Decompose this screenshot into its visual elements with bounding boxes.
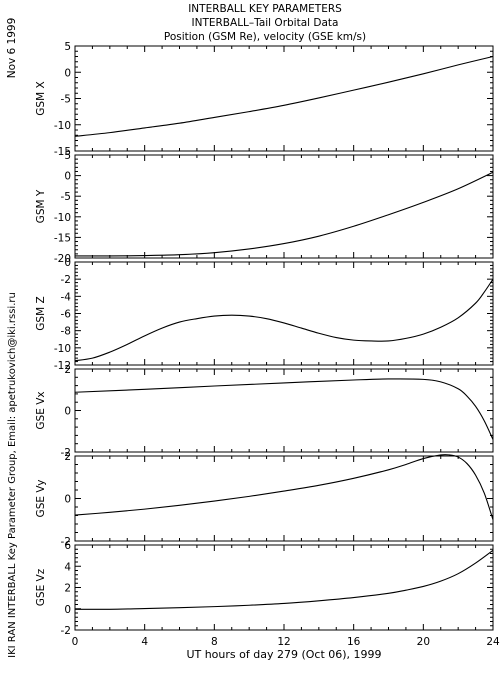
y-tick-label: 5 <box>64 41 71 53</box>
plot-date: Nov 6 1999 <box>6 18 18 79</box>
x-tick-label: 8 <box>211 636 218 648</box>
panel-frame <box>74 154 494 259</box>
panel-2: 5 0 -5 -10 -15 -20 GSM Y <box>35 150 494 265</box>
y-tick-label: -8 <box>61 326 71 338</box>
y-tick-label: 2 <box>64 583 71 595</box>
y-tick-label: -10 <box>54 343 71 355</box>
x-tick-label: 20 <box>417 636 430 648</box>
y-tick-label: 5 <box>64 150 71 162</box>
panel-frame <box>74 261 494 366</box>
y-tick-label: -6 <box>61 309 72 321</box>
x-tick-label: 4 <box>141 636 148 648</box>
y-tick-label: -4 <box>61 291 72 303</box>
x-tick-label: 16 <box>347 636 361 648</box>
y-tick-label: 0 <box>64 171 71 183</box>
y-tick-label: -2 <box>61 274 71 286</box>
y-tick-label: 0 <box>64 406 71 418</box>
series-line-4 <box>74 378 494 440</box>
series-line-2 <box>74 171 494 257</box>
y-tick-label: -5 <box>61 191 71 203</box>
panel-frame <box>74 45 494 152</box>
y-tick-label: -2 <box>61 625 71 637</box>
y-axis-label: GSM Z <box>35 296 47 330</box>
panel-3: 0 -2 -4 -6 -8 -10 -12 GSM Z <box>35 257 494 372</box>
y-tick-label: 4 <box>64 561 71 573</box>
series-line-1 <box>74 55 494 137</box>
panel-frame <box>74 368 494 453</box>
panel-1: 5 0 -5 -10 -15 GSM X <box>35 41 494 158</box>
panel-frame <box>74 455 494 542</box>
series-line-3 <box>74 278 494 362</box>
y-tick-label: -2 <box>61 447 71 459</box>
x-tick-labels: 0 4 8 12 16 20 24 <box>72 636 500 648</box>
y-tick-label: -20 <box>54 253 71 265</box>
x-tick-label: 24 <box>486 636 500 648</box>
y-axis-label: GSM Y <box>35 189 47 223</box>
y-tick-label: 0 <box>64 604 71 616</box>
y-tick-label: -2 <box>61 536 71 548</box>
y-tick-label: -10 <box>54 120 71 132</box>
y-tick-label: 0 <box>64 257 71 269</box>
series-line-6 <box>74 549 494 610</box>
x-tick-label: 0 <box>72 636 79 648</box>
x-tick-label: 12 <box>277 636 290 648</box>
y-tick-label: 0 <box>64 67 71 79</box>
side-credit: IKI RAN INTERBALL Key Parameter Group, E… <box>7 292 18 658</box>
title-line-3: Position (GSM Re), velocity (GSE km/s) <box>164 31 366 43</box>
panel-6: 6 4 2 0 -2 GSE Vz <box>35 540 494 637</box>
y-axis-label: GSE Vy <box>35 480 47 518</box>
panel-frame <box>74 544 494 631</box>
y-tick-label: 2 <box>64 451 71 463</box>
y-tick-label: -5 <box>61 94 71 106</box>
x-axis-label: UT hours of day 279 (Oct 06), 1999 <box>186 648 381 661</box>
y-axis-label: GSE Vz <box>35 568 47 606</box>
y-tick-label: 2 <box>64 364 71 376</box>
series-line-5 <box>74 454 494 520</box>
y-tick-label: -10 <box>54 212 71 224</box>
y-tick-label: -12 <box>54 360 71 372</box>
title-line-1: INTERBALL KEY PARAMETERS <box>188 3 342 15</box>
panel-5: 2 0 -2 GSE Vy <box>35 451 494 548</box>
y-tick-label: -15 <box>54 232 71 244</box>
y-tick-label: 6 <box>64 540 71 552</box>
title-line-2: INTERBALL–Tail Orbital Data <box>192 17 339 29</box>
y-tick-label: -15 <box>54 146 71 158</box>
y-axis-label: GSE Vx <box>35 391 47 429</box>
panel-4: 2 0 -2 GSE Vx <box>35 364 494 459</box>
y-tick-label: 0 <box>64 494 71 506</box>
y-axis-label: GSM X <box>35 81 47 115</box>
